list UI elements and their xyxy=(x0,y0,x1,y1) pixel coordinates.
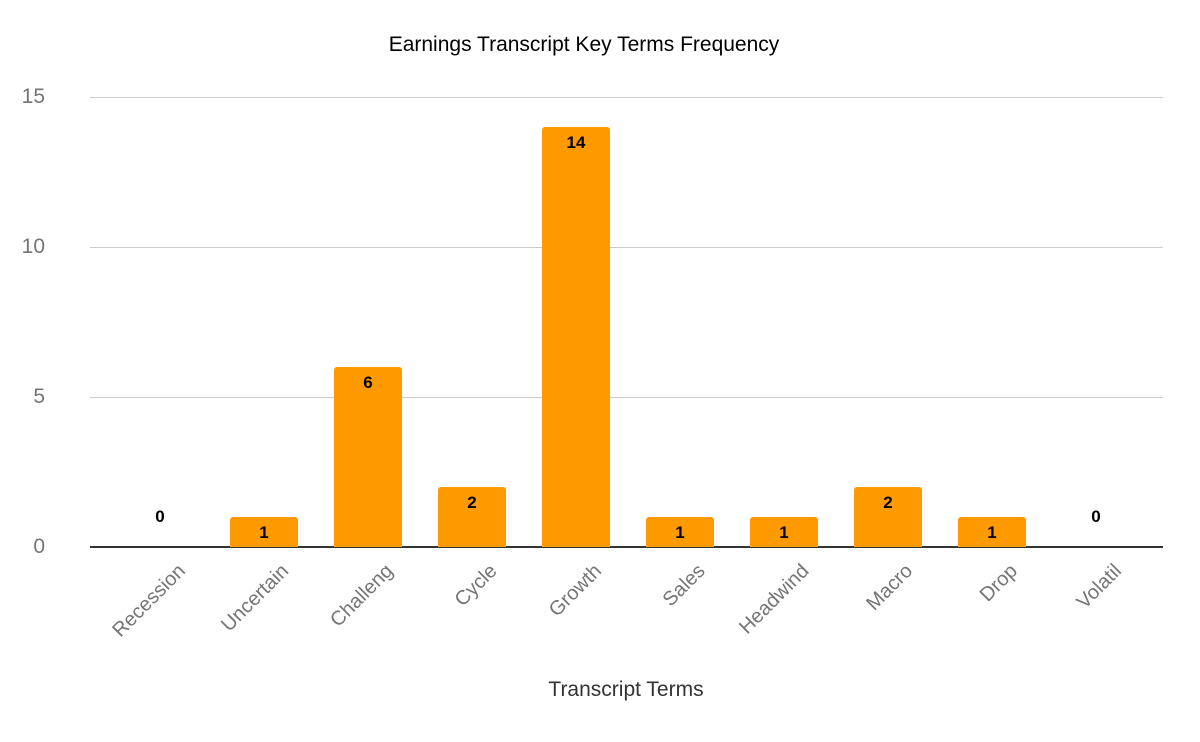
gridline xyxy=(90,397,1163,398)
x-axis-tick-label: Challeng xyxy=(326,560,398,632)
plot-area: 0 5 10 15 0 1 6 2 14 1 1 2 1 0 xyxy=(22,85,1163,558)
gridline xyxy=(90,97,1163,98)
data-label: 2 xyxy=(467,493,477,512)
x-axis-tick-label: Drop xyxy=(975,560,1022,607)
chart-title: Earnings Transcript Key Terms Frequency xyxy=(388,33,780,56)
data-label: 1 xyxy=(259,523,269,542)
data-label: 14 xyxy=(566,133,586,152)
data-label: 1 xyxy=(675,523,685,542)
x-axis-tick-label: Volatil xyxy=(1072,560,1126,614)
bar-cycle[interactable] xyxy=(438,487,506,547)
x-axis-baseline xyxy=(90,546,1163,548)
data-label: 2 xyxy=(883,493,893,512)
data-label: 6 xyxy=(363,373,373,392)
data-label: 1 xyxy=(779,523,789,542)
bar-sales[interactable] xyxy=(646,517,714,547)
bar-uncertain[interactable] xyxy=(230,517,298,547)
data-label: 0 xyxy=(155,507,165,526)
bar-drop[interactable] xyxy=(958,517,1026,547)
y-axis-tick-label: 15 xyxy=(21,85,45,108)
data-label: 0 xyxy=(1091,507,1101,526)
bar-challeng[interactable] xyxy=(334,367,402,547)
y-axis-tick-label: 5 xyxy=(33,385,45,408)
data-label: 1 xyxy=(987,523,997,542)
x-axis-tick-label: Cycle xyxy=(450,560,502,611)
x-axis-tick-label: Headwind xyxy=(735,560,814,639)
x-axis-tick-label: Growth xyxy=(544,560,607,622)
bar-headwind[interactable] xyxy=(750,517,818,547)
x-axis-tick-label: Recession xyxy=(108,560,190,642)
gridline xyxy=(90,247,1163,248)
y-axis-tick-label: 10 xyxy=(21,235,45,258)
x-axis-tick-label: Sales xyxy=(658,560,710,611)
x-axis-tick-label: Macro xyxy=(862,560,918,615)
x-axis-title: Transcript Terms xyxy=(548,678,704,701)
bar-macro[interactable] xyxy=(854,487,922,547)
x-axis-tick-label: Uncertain xyxy=(217,560,294,637)
y-axis-tick-label: 0 xyxy=(33,535,45,558)
bar-growth[interactable] xyxy=(542,127,610,547)
